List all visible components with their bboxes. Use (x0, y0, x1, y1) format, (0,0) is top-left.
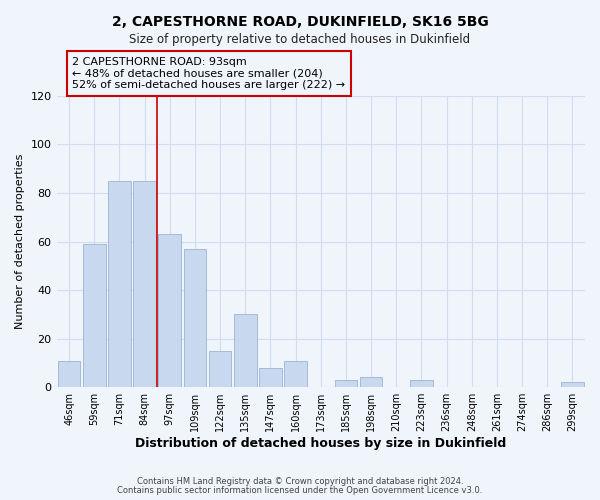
Text: 2, CAPESTHORNE ROAD, DUKINFIELD, SK16 5BG: 2, CAPESTHORNE ROAD, DUKINFIELD, SK16 5B… (112, 15, 488, 29)
Bar (360, 378, 382, 387)
Bar (158, 234, 181, 387)
Bar (184, 249, 206, 387)
Bar (83, 244, 106, 387)
Text: Contains HM Land Registry data © Crown copyright and database right 2024.: Contains HM Land Registry data © Crown c… (137, 477, 463, 486)
Bar (209, 351, 232, 387)
Bar (133, 181, 156, 387)
X-axis label: Distribution of detached houses by size in Dukinfield: Distribution of detached houses by size … (135, 437, 506, 450)
Text: Contains public sector information licensed under the Open Government Licence v3: Contains public sector information licen… (118, 486, 482, 495)
Y-axis label: Number of detached properties: Number of detached properties (15, 154, 25, 329)
Bar (410, 380, 433, 387)
Bar (561, 382, 584, 387)
Bar (284, 360, 307, 387)
Bar (335, 380, 357, 387)
Text: 2 CAPESTHORNE ROAD: 93sqm
← 48% of detached houses are smaller (204)
52% of semi: 2 CAPESTHORNE ROAD: 93sqm ← 48% of detac… (73, 57, 346, 90)
Bar (58, 360, 80, 387)
Bar (108, 181, 131, 387)
Bar (234, 314, 257, 387)
Text: Size of property relative to detached houses in Dukinfield: Size of property relative to detached ho… (130, 32, 470, 46)
Bar (259, 368, 282, 387)
